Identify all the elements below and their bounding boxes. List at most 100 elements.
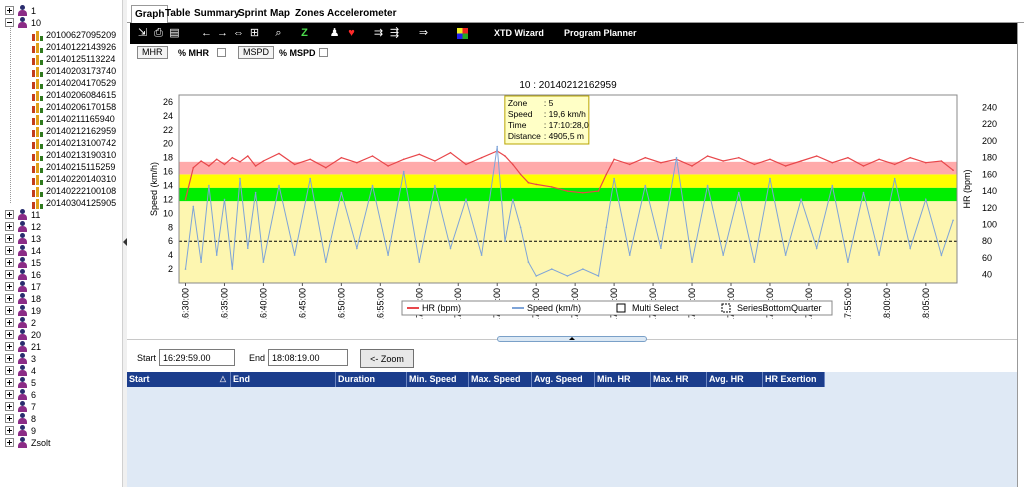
column-header[interactable]: Max. HR (651, 372, 707, 387)
tree-node-athlete[interactable]: 19 (0, 305, 122, 317)
tab-summary[interactable]: Summary (194, 8, 240, 19)
expand-icon[interactable] (5, 294, 14, 303)
pct-mspd-checkbox[interactable] (319, 48, 328, 57)
tree-node-athlete[interactable]: 12 (0, 221, 122, 233)
mhr-button[interactable]: MHR (137, 46, 168, 59)
expand-icon[interactable] (5, 222, 14, 231)
expand-icon[interactable] (5, 282, 14, 291)
tree-node-athlete[interactable]: 8 (0, 413, 122, 425)
print-icon[interactable]: ⎙ (154, 27, 163, 39)
tree-node-athlete[interactable]: 5 (0, 377, 122, 389)
collapse-left-icon[interactable] (123, 238, 127, 246)
program-planner-button[interactable]: Program Planner (564, 28, 637, 38)
expand-icon[interactable] (5, 366, 14, 375)
expand-icon[interactable] (5, 378, 14, 387)
column-header[interactable]: Min. HR (595, 372, 651, 387)
column-header[interactable]: Avg. HR (707, 372, 763, 387)
pct-mhr-checkbox[interactable] (217, 48, 226, 57)
tab-table[interactable]: Table (165, 8, 191, 19)
tree-node-athlete[interactable]: 13 (0, 233, 122, 245)
expand-icon[interactable] (5, 318, 14, 327)
mspd-button[interactable]: MSPD (238, 46, 275, 59)
chart-area[interactable]: 10 : 20140212162959 2 4 6 8 10 12 14 16 18 20 22 24 2… (127, 55, 1017, 319)
tree-node-session[interactable]: 20140215115259 (0, 161, 122, 173)
tree-node-athlete[interactable]: 6 (0, 389, 122, 401)
zoom-button[interactable]: <- Zoom (360, 349, 414, 368)
tree-node-athlete[interactable]: Zsolt (0, 437, 122, 449)
xtd-wizard-button[interactable]: XTD Wizard (494, 28, 544, 38)
tab-zones[interactable]: Zones (295, 8, 325, 19)
expand-icon[interactable] (5, 330, 14, 339)
tree-node-athlete[interactable]: 10 (0, 17, 122, 29)
tree-node-session[interactable]: 20140203173740 (0, 65, 122, 77)
tree-node-athlete[interactable]: 16 (0, 269, 122, 281)
tree-node-session[interactable]: 20140213190310 (0, 149, 122, 161)
athlete-tree[interactable]: 1 10 20100627095209 20140122143926 201401251… (0, 0, 122, 487)
tree-node-athlete[interactable]: 4 (0, 365, 122, 377)
column-header[interactable]: Duration (336, 372, 407, 387)
expand-icon[interactable] (5, 390, 14, 399)
expand-icon[interactable] (5, 354, 14, 363)
tree-node-session[interactable]: 20140206170158 (0, 101, 122, 113)
z-label-icon[interactable]: Z (301, 27, 308, 39)
expand-icon[interactable] (5, 306, 14, 315)
end-time-input[interactable] (268, 349, 348, 366)
vertical-splitter[interactable] (122, 0, 127, 487)
tree-node-athlete[interactable]: 3 (0, 353, 122, 365)
tree-node-athlete[interactable]: 15 (0, 257, 122, 269)
split-icon[interactable]: ⇶ (389, 27, 400, 39)
tree-node-athlete[interactable]: 17 (0, 281, 122, 293)
expand-icon[interactable] (5, 246, 14, 255)
column-header[interactable]: Min. Speed (407, 372, 469, 387)
collapse-icon[interactable] (5, 18, 14, 27)
tree-node-session[interactable]: 20140211165940 (0, 113, 122, 125)
tree-node-athlete[interactable]: 1 (0, 5, 122, 17)
tree-node-athlete[interactable]: 2 (0, 317, 122, 329)
tree-node-athlete[interactable]: 9 (0, 425, 122, 437)
tree-node-session[interactable]: 20140206084615 (0, 89, 122, 101)
intervals-grid[interactable]: Start △ End Duration Min. Speed Max. Speed Avg… (127, 372, 1017, 487)
horizontal-splitter[interactable] (497, 336, 647, 342)
tree-node-athlete[interactable]: 18 (0, 293, 122, 305)
xtd-wizard-icon[interactable] (457, 28, 468, 39)
move-right-icon[interactable]: ⇒ (418, 27, 429, 39)
expand-icon[interactable] (5, 210, 14, 219)
fit-all-icon[interactable]: ⊞ (249, 27, 260, 39)
tree-node-athlete[interactable]: 20 (0, 329, 122, 341)
column-header[interactable]: Max. Speed (469, 372, 532, 387)
expand-icon[interactable] (5, 342, 14, 351)
expand-icon[interactable] (5, 258, 14, 267)
column-header[interactable]: Start △ (127, 372, 231, 387)
tree-node-session[interactable]: 20140222100108 (0, 185, 122, 197)
tree-node-session[interactable]: 20140125113224 (0, 53, 122, 65)
tab-sprint[interactable]: Sprint (238, 8, 267, 19)
tree-node-athlete[interactable]: 11 (0, 209, 122, 221)
expand-icon[interactable] (5, 426, 14, 435)
tab-accelerometer[interactable]: Accelerometer (327, 8, 397, 19)
column-header[interactable]: Avg. Speed (532, 372, 595, 387)
session-chart[interactable]: 10 : 20140212162959246810121416182022242… (127, 55, 1017, 319)
tree-node-session[interactable]: 20140122143926 (0, 41, 122, 53)
expand-icon[interactable] (5, 6, 14, 15)
expand-icon[interactable] (5, 234, 14, 243)
save-icon[interactable]: ▤ (169, 27, 180, 39)
arrow-left-icon[interactable]: ← (201, 27, 212, 39)
expand-icon[interactable] (5, 270, 14, 279)
export-icon[interactable]: ⇲ (137, 27, 148, 39)
expand-icon[interactable] (5, 438, 14, 447)
merge-icon[interactable]: ⇉ (373, 27, 384, 39)
column-header[interactable]: End (231, 372, 336, 387)
zoom-z-icon[interactable]: ⌕ (275, 27, 282, 39)
collapse-up-icon[interactable] (569, 337, 575, 340)
tree-node-session[interactable]: 20140212162959 (0, 125, 122, 137)
tree-node-athlete[interactable]: 21 (0, 341, 122, 353)
fit-width-icon[interactable]: ⇔ (233, 27, 244, 39)
tree-node-session[interactable]: 20140213100742 (0, 137, 122, 149)
tree-node-session[interactable]: 20100627095209 (0, 29, 122, 41)
start-time-input[interactable] (159, 349, 235, 366)
column-header[interactable]: HR Exertion (763, 372, 825, 387)
arrow-right-icon[interactable]: → (217, 27, 228, 39)
tree-node-athlete[interactable]: 7 (0, 401, 122, 413)
runner-icon[interactable]: ♟ (329, 27, 340, 39)
expand-icon[interactable] (5, 402, 14, 411)
